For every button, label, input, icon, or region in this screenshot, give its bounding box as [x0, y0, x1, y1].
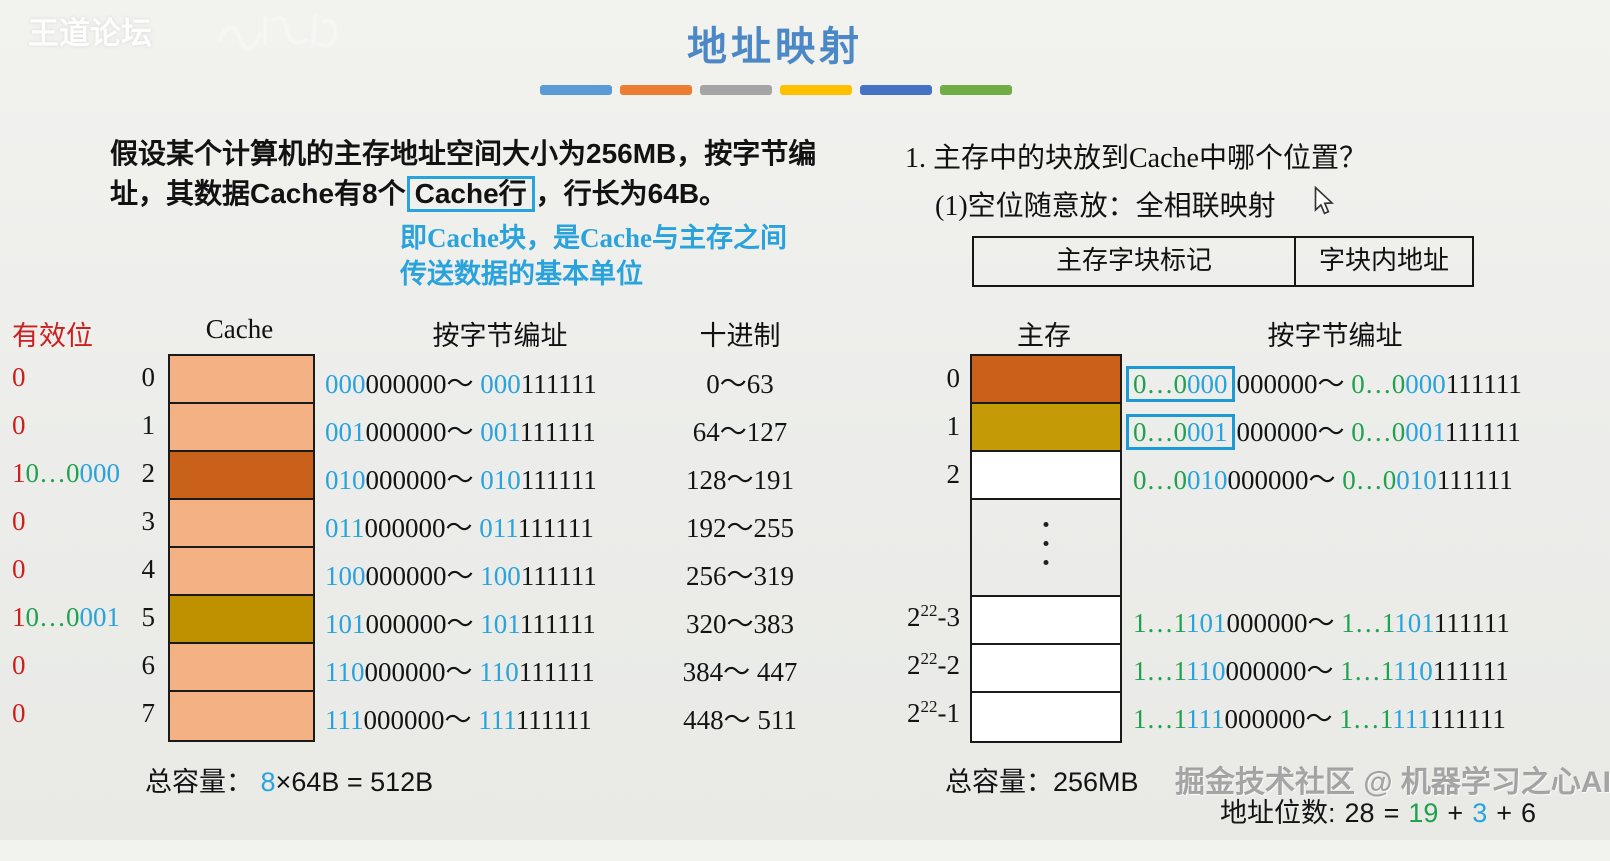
watermark-top: 王道论坛: [28, 16, 152, 51]
cache-row-index: 6: [141, 650, 156, 680]
cache-cell-0: [170, 356, 313, 404]
accent-bar: [860, 85, 932, 95]
memory-row-label: 1: [946, 411, 961, 441]
byte-address-header-left: 按字节编址: [432, 321, 568, 351]
cache-block-note: 即Cache块，是Cache与主存之间 传送数据的基本单位: [400, 223, 787, 289]
valid-bit: 10…0000: [12, 458, 120, 488]
memory-address: 0…0001 000000～ 0…0001111111: [1126, 410, 1521, 450]
cache-row-decimal: 320～383: [686, 609, 794, 639]
valid-bit-header: 有效位: [12, 321, 93, 351]
valid-bit: 0: [12, 506, 26, 536]
memory-cell-1: [972, 404, 1120, 452]
memory-address: 0…0000 000000～ 0…0000111111: [1126, 362, 1522, 402]
memory-row-label: 222-2: [907, 649, 960, 680]
cache-cell-1: [170, 404, 313, 452]
cache-row-address: 101000000～ 101111111: [325, 609, 596, 639]
accent-bar: [700, 85, 772, 95]
cache-row-index: 7: [141, 698, 156, 728]
cache-row-decimal: 448～ 511: [683, 705, 797, 735]
cache-cell-4: [170, 548, 313, 596]
cache-row-index: 0: [141, 362, 156, 392]
cache-total-capacity: 总容量： 8×64B = 512B: [145, 767, 434, 797]
memory-cell-n2: [972, 645, 1120, 693]
memory-cells: [970, 354, 1122, 743]
valid-bit: 10…0001: [12, 602, 120, 632]
cache-cell-5: [170, 596, 313, 644]
tag-highlight-box: 0…0001: [1126, 414, 1235, 450]
memory-address: 1…1110000000～ 1…1110111111: [1133, 656, 1509, 686]
byte-address-header-right: 按字节编址: [1267, 321, 1403, 351]
cache-row-decimal: 0～63: [706, 369, 774, 399]
cache-row-address: 000000000～ 000111111: [325, 369, 597, 399]
memory-cell-ellipsis: [972, 500, 1120, 597]
cache-row-index: 4: [141, 554, 156, 584]
cache-cell-3: [170, 500, 313, 548]
cache-row-decimal: 128～191: [686, 465, 794, 495]
memory-row-label: 222-1: [907, 697, 960, 728]
decimal-header: 十进制: [699, 321, 781, 351]
memory-cell-2: [972, 452, 1120, 500]
cache-row-decimal: 384～ 447: [682, 657, 798, 687]
cache-cell-2: [170, 452, 313, 500]
cache-row-index: 2: [141, 458, 156, 488]
memory-total-capacity: 总容量：256MB: [945, 767, 1139, 797]
mouse-cursor: [1314, 186, 1334, 215]
cache-row-address: 100000000～ 100111111: [325, 561, 597, 591]
address-bits: 地址位数: 28 = 19 +3 +6: [1220, 798, 1537, 828]
address-fields-table: 主存字块标记 字块内地址: [972, 236, 1474, 287]
slide: 王道论坛 地址映射 假设某个计算机的主存地址空间大小为256MB，按字节编 址，…: [12, 14, 1610, 828]
cache-row-decimal: 192～255: [686, 513, 794, 543]
vertical-ellipsis: [1043, 522, 1049, 565]
valid-bit: 0: [12, 362, 26, 392]
cache-row-address: 001000000～ 001111111: [325, 417, 596, 447]
problem-statement: 假设某个计算机的主存地址空间大小为256MB，按字节编 址，其数据Cache有8…: [110, 134, 870, 214]
cache-line-highlight-box: Cache行: [406, 176, 535, 212]
cache-row-address: 011000000～ 011111111: [325, 513, 594, 543]
memory-row-label: 222-3: [907, 601, 960, 632]
cache-row-address: 110000000～ 110111111: [325, 657, 595, 687]
memory-cell-n1: [972, 693, 1120, 741]
valid-bit: 0: [12, 650, 26, 680]
valid-bit: 0: [12, 698, 26, 728]
problem-line2: 址，其数据Cache有8个 Cache行 ，行长为64B。: [110, 174, 870, 214]
memory-cell-0: [972, 356, 1120, 404]
cache-row-decimal: 64～127: [692, 417, 788, 447]
accent-bar: [940, 85, 1012, 95]
tag-highlight-box: 0…0000: [1126, 366, 1235, 402]
cache-row-index: 1: [141, 410, 156, 440]
cache-row-decimal: 256～319: [686, 561, 794, 591]
question-1-sub: (1)空位随意放：全相联映射: [935, 191, 1276, 222]
cache-row-address: 010000000～ 010111111: [325, 465, 597, 495]
cache-header: Cache: [205, 314, 274, 344]
main-memory-header: 主存: [1017, 321, 1071, 351]
question-1: 1. 主存中的块放到Cache中哪个位置？: [905, 143, 1367, 174]
watermark-bottom: 掘金技术社区 @ 机器学习之心AI: [1175, 766, 1610, 799]
offset-field-header: 字块内地址: [1294, 238, 1472, 285]
memory-address: 0…0010000000～ 0…0010111111: [1133, 465, 1513, 495]
problem-line1: 假设某个计算机的主存地址空间大小为256MB，按字节编: [110, 138, 817, 169]
valid-bit: 0: [12, 554, 26, 584]
memory-cell-n3: [972, 597, 1120, 645]
cache-cell-6: [170, 644, 313, 692]
cache-row-index: 3: [141, 506, 156, 536]
tag-field-header: 主存字块标记: [1055, 246, 1212, 275]
page-title: 地址映射: [687, 24, 863, 69]
accent-bar: [620, 85, 692, 95]
watermark-scribble: [218, 14, 338, 51]
accent-bar: [540, 85, 612, 95]
memory-address: 1…1101000000～ 1…1101111111: [1133, 608, 1510, 638]
accent-bars: [540, 85, 1012, 95]
cache-cell-7: [170, 692, 313, 740]
cache-row-address: 111000000～ 111111111: [325, 705, 592, 735]
memory-row-label: 2: [946, 459, 961, 489]
valid-bit: 0: [12, 410, 26, 440]
accent-bar: [780, 85, 852, 95]
cache-row-index: 5: [141, 602, 156, 632]
cache-cells: [168, 354, 315, 742]
memory-address: 1…1111000000～ 1…1111111111: [1133, 704, 1506, 734]
memory-row-label: 0: [946, 363, 961, 393]
